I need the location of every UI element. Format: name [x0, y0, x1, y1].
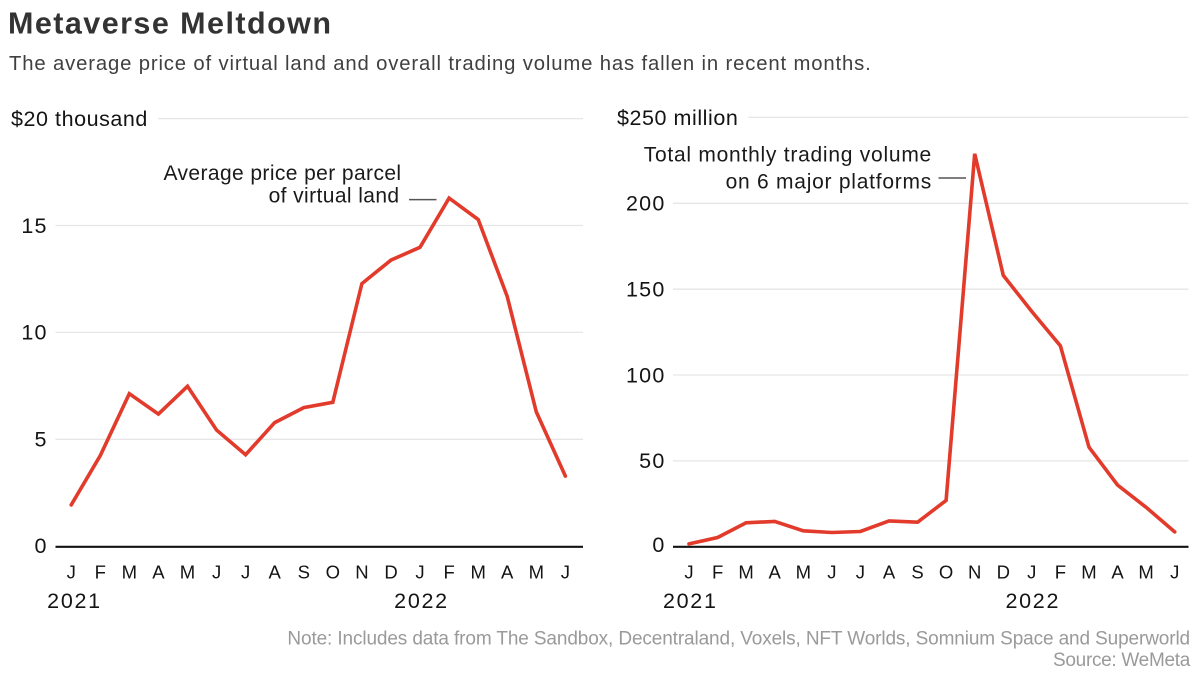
svg-text:2021: 2021: [47, 589, 102, 613]
svg-text:150: 150: [626, 278, 665, 302]
svg-text:M: M: [796, 562, 811, 583]
svg-text:M: M: [470, 562, 485, 583]
svg-text:F: F: [712, 562, 723, 583]
svg-text:0: 0: [35, 534, 48, 558]
svg-text:J: J: [241, 562, 250, 583]
svg-text:$20 thousand: $20 thousand: [11, 107, 148, 131]
svg-text:M: M: [738, 562, 753, 583]
svg-text:J: J: [1027, 562, 1036, 583]
svg-text:0: 0: [652, 533, 665, 557]
svg-text:100: 100: [626, 363, 665, 387]
svg-text:of virtual land: of virtual land: [269, 184, 400, 207]
svg-text:S: S: [298, 562, 310, 583]
svg-text:Source: WeMeta: Source: WeMeta: [1053, 650, 1191, 671]
svg-text:Total monthly trading volume: Total monthly trading volume: [644, 144, 932, 167]
svg-text:2021: 2021: [663, 589, 718, 613]
svg-text:Average price per parcel: Average price per parcel: [163, 162, 401, 185]
svg-text:F: F: [1055, 562, 1066, 583]
svg-text:J: J: [827, 562, 836, 583]
svg-text:J: J: [684, 562, 693, 583]
svg-text:2022: 2022: [1005, 589, 1060, 613]
svg-text:A: A: [269, 562, 282, 583]
svg-text:Metaverse Meltdown: Metaverse Meltdown: [8, 7, 332, 41]
svg-text:10: 10: [21, 321, 47, 345]
svg-text:M: M: [122, 562, 137, 583]
svg-text:J: J: [856, 562, 865, 583]
svg-text:$250 million: $250 million: [617, 106, 738, 130]
svg-text:J: J: [1170, 562, 1179, 583]
svg-text:D: D: [997, 562, 1010, 583]
svg-text:5: 5: [35, 428, 48, 452]
svg-text:D: D: [384, 562, 397, 583]
svg-text:F: F: [95, 562, 106, 583]
svg-text:A: A: [769, 562, 782, 583]
svg-text:M: M: [180, 562, 195, 583]
svg-text:A: A: [883, 562, 896, 583]
svg-text:J: J: [561, 562, 570, 583]
svg-text:M: M: [529, 562, 544, 583]
svg-text:15: 15: [21, 214, 47, 238]
svg-text:A: A: [501, 562, 514, 583]
svg-text:A: A: [1111, 562, 1124, 583]
svg-text:N: N: [355, 562, 368, 583]
svg-text:200: 200: [626, 192, 665, 216]
svg-text:O: O: [326, 562, 340, 583]
svg-text:J: J: [212, 562, 221, 583]
svg-text:J: J: [67, 562, 76, 583]
svg-text:S: S: [911, 562, 923, 583]
svg-text:2022: 2022: [394, 589, 449, 613]
svg-text:F: F: [443, 562, 454, 583]
svg-text:Note: Includes data from The S: Note: Includes data from The Sandbox, De…: [287, 629, 1190, 650]
svg-text:The average price of virtual l: The average price of virtual land and ov…: [9, 53, 872, 75]
svg-text:A: A: [152, 562, 165, 583]
svg-text:M: M: [1081, 562, 1096, 583]
svg-text:on 6 major platforms: on 6 major platforms: [726, 171, 932, 194]
svg-text:M: M: [1138, 562, 1153, 583]
svg-text:O: O: [939, 562, 953, 583]
svg-text:J: J: [415, 562, 424, 583]
svg-text:N: N: [968, 562, 981, 583]
svg-text:50: 50: [639, 449, 665, 473]
